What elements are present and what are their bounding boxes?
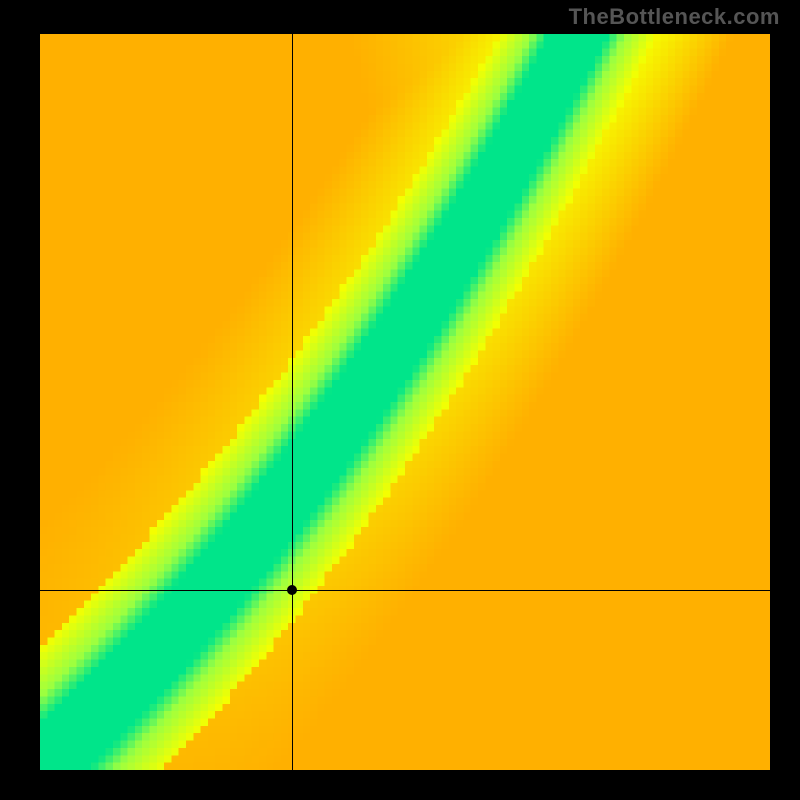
crosshair-vertical <box>292 34 293 770</box>
crosshair-horizontal <box>40 590 770 591</box>
chart-container: TheBottleneck.com <box>0 0 800 800</box>
watermark-text: TheBottleneck.com <box>569 4 780 30</box>
data-point-marker <box>287 585 297 595</box>
bottleneck-heatmap <box>40 34 770 770</box>
